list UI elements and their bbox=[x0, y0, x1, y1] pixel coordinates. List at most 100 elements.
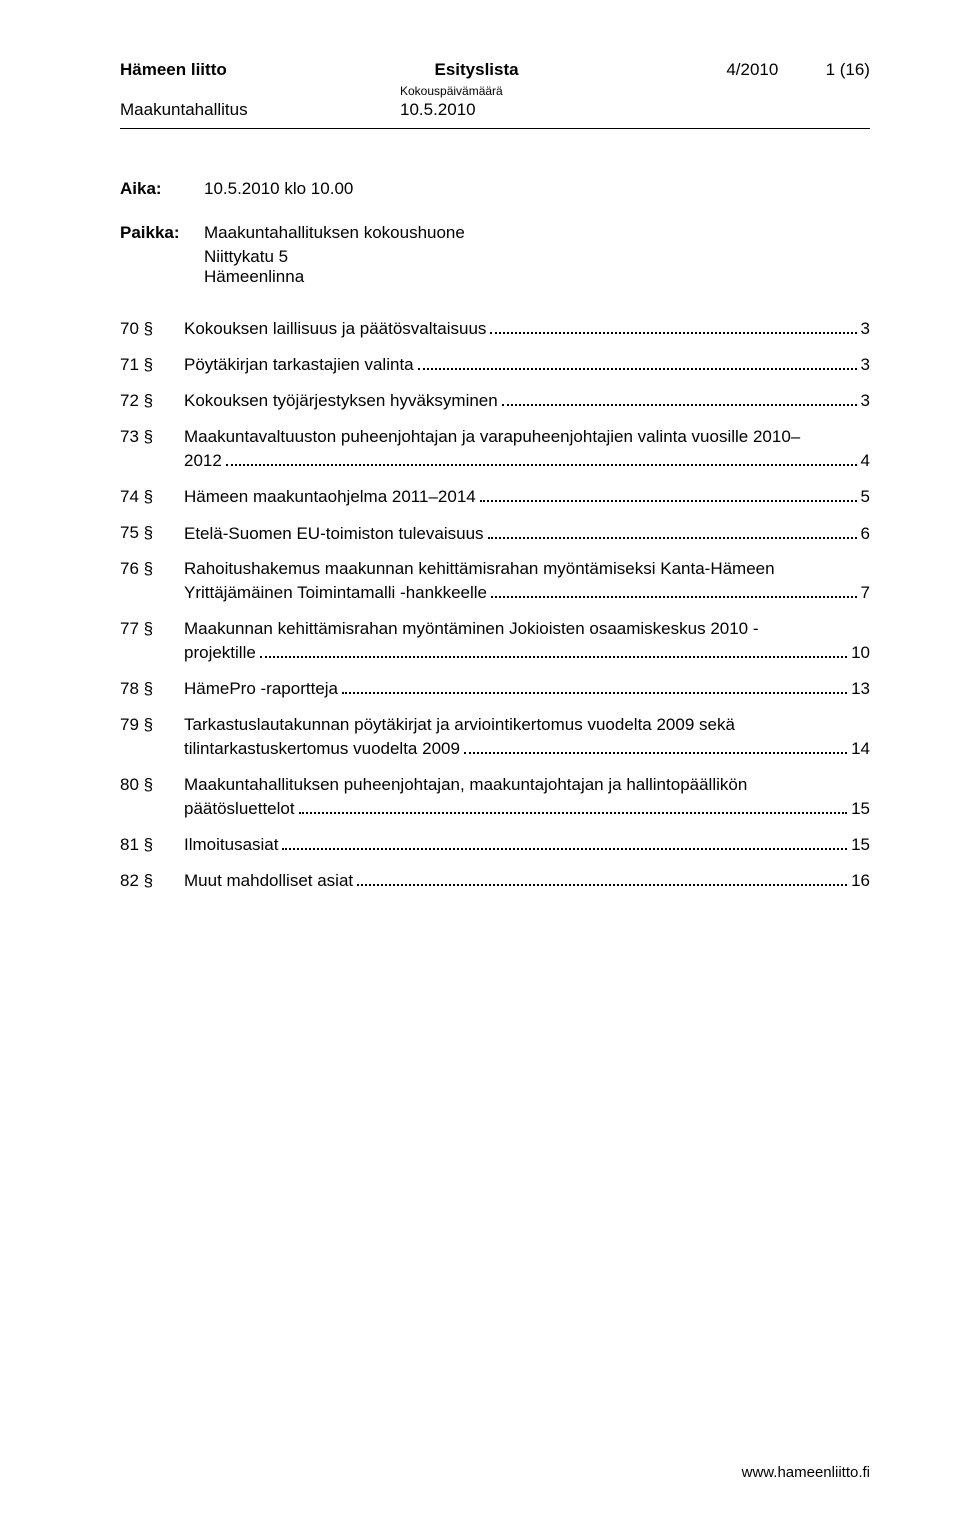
toc-body: Pöytäkirjan tarkastajien valinta 3 bbox=[184, 353, 870, 377]
toc-leader-dots bbox=[299, 797, 847, 814]
toc-line: Muut mahdolliset asiat 16 bbox=[184, 869, 870, 893]
toc-leader-dots bbox=[342, 677, 847, 694]
toc-line: Pöytäkirjan tarkastajien valinta 3 bbox=[184, 353, 870, 377]
toc-line: Ilmoitusasiat 15 bbox=[184, 833, 870, 857]
toc-page-number: 4 bbox=[861, 449, 870, 473]
toc-page-number: 3 bbox=[861, 317, 870, 341]
toc-leader-dots bbox=[464, 737, 847, 754]
toc-section-number: 80 § bbox=[120, 773, 184, 797]
toc-title-text: HämePro -raportteja bbox=[184, 677, 338, 701]
toc-title-text: Rahoitushakemus maakunnan kehittämisraha… bbox=[184, 557, 775, 581]
toc-row: 81 §Ilmoitusasiat15 bbox=[120, 833, 870, 857]
toc-section-number: 74 § bbox=[120, 485, 184, 509]
toc-title-text: Pöytäkirjan tarkastajien valinta bbox=[184, 353, 414, 377]
toc-page-number: 7 bbox=[861, 581, 870, 605]
toc-title-text: Muut mahdolliset asiat bbox=[184, 869, 353, 893]
toc-section-number: 82 § bbox=[120, 869, 184, 893]
toc-section-number: 75 § bbox=[120, 521, 184, 545]
toc-row: 79 §Tarkastuslautakunnan pöytäkirjat ja … bbox=[120, 713, 870, 761]
toc-line: Kokouksen laillisuus ja päätösvaltaisuus… bbox=[184, 317, 870, 341]
place-label: Paikka: bbox=[120, 223, 204, 243]
toc-line: päätösluettelot15 bbox=[184, 797, 870, 821]
toc-leader-dots bbox=[226, 449, 857, 466]
toc-leader-dots bbox=[491, 581, 857, 598]
toc-line: Rahoitushakemus maakunnan kehittämisraha… bbox=[184, 557, 870, 581]
toc-title-text: Maakuntavaltuuston puheenjohtajan ja var… bbox=[184, 425, 800, 449]
doc-type: Esityslista bbox=[434, 60, 518, 80]
toc-body: Tarkastuslautakunnan pöytäkirjat ja arvi… bbox=[184, 713, 870, 761]
toc-line: 20124 bbox=[184, 449, 870, 473]
toc-section-number: 73 § bbox=[120, 425, 184, 449]
toc-row: 72 §Kokouksen työjärjestyksen hyväksymin… bbox=[120, 389, 870, 413]
toc-leader-dots bbox=[357, 869, 847, 886]
toc-section-number: 71 § bbox=[120, 353, 184, 377]
toc-line: Maakuntavaltuuston puheenjohtajan ja var… bbox=[184, 425, 870, 449]
toc-row: 76 §Rahoitushakemus maakunnan kehittämis… bbox=[120, 557, 870, 605]
toc-page-number: 14 bbox=[851, 737, 870, 761]
toc-row: 82 §Muut mahdolliset asiat 16 bbox=[120, 869, 870, 893]
toc-page-number: 3 bbox=[861, 353, 870, 377]
toc-line: Maakuntahallituksen puheenjohtajan, maak… bbox=[184, 773, 870, 797]
header-left-col: Maakuntahallitus bbox=[120, 84, 400, 120]
toc-row: 74 §Hämeen maakuntaohjelma 2011–2014 5 bbox=[120, 485, 870, 509]
time-row: Aika: 10.5.2010 klo 10.00 bbox=[120, 179, 870, 199]
toc-leader-dots bbox=[490, 317, 856, 334]
toc-section-number: 72 § bbox=[120, 389, 184, 413]
doc-number-page: 4/2010 1 (16) bbox=[726, 60, 870, 80]
toc-line: Kokouksen työjärjestyksen hyväksyminen3 bbox=[184, 389, 870, 413]
page-indicator: 1 (16) bbox=[826, 60, 870, 79]
toc-page-number: 5 bbox=[861, 485, 870, 509]
toc-leader-dots bbox=[488, 521, 857, 538]
table-of-contents: 70 §Kokouksen laillisuus ja päätösvaltai… bbox=[120, 317, 870, 893]
toc-title-text: Yrittäjämäinen Toimintamalli -hankkeelle bbox=[184, 581, 487, 605]
toc-line: Tarkastuslautakunnan pöytäkirjat ja arvi… bbox=[184, 713, 870, 737]
toc-title-text: Kokouksen työjärjestyksen hyväksyminen bbox=[184, 389, 498, 413]
toc-title-text: projektille bbox=[184, 641, 256, 665]
date-label: Kokouspäivämäärä bbox=[400, 84, 870, 98]
time-value: 10.5.2010 klo 10.00 bbox=[204, 179, 353, 199]
toc-page-number: 15 bbox=[851, 797, 870, 821]
toc-body: Muut mahdolliset asiat 16 bbox=[184, 869, 870, 893]
toc-section-number: 70 § bbox=[120, 317, 184, 341]
toc-line: Etelä-Suomen EU-toimiston tulevaisuus6 bbox=[184, 521, 870, 545]
toc-title-text: Tarkastuslautakunnan pöytäkirjat ja arvi… bbox=[184, 713, 735, 737]
header-row-2: Maakuntahallitus Kokouspäivämäärä 10.5.2… bbox=[120, 84, 870, 120]
toc-row: 71 §Pöytäkirjan tarkastajien valinta 3 bbox=[120, 353, 870, 377]
time-label: Aika: bbox=[120, 179, 204, 199]
toc-title-text: Maakuntahallituksen puheenjohtajan, maak… bbox=[184, 773, 747, 797]
toc-leader-dots bbox=[502, 389, 857, 406]
toc-line: Maakunnan kehittämisrahan myöntäminen Jo… bbox=[184, 617, 870, 641]
toc-section-number: 79 § bbox=[120, 713, 184, 737]
toc-leader-dots bbox=[282, 833, 847, 850]
toc-page-number: 13 bbox=[851, 677, 870, 701]
toc-row: 80 §Maakuntahallituksen puheenjohtajan, … bbox=[120, 773, 870, 821]
toc-body: Ilmoitusasiat 15 bbox=[184, 833, 870, 857]
toc-page-number: 10 bbox=[851, 641, 870, 665]
meeting-info: Aika: 10.5.2010 klo 10.00 Paikka: Maakun… bbox=[120, 179, 870, 287]
toc-section-number: 76 § bbox=[120, 557, 184, 581]
toc-page-number: 15 bbox=[851, 833, 870, 857]
header-divider bbox=[120, 128, 870, 129]
document-page: Hämeen liitto Esityslista 4/2010 1 (16) … bbox=[0, 0, 960, 1521]
place-line3: Hämeenlinna bbox=[204, 267, 870, 287]
toc-row: 73 §Maakuntavaltuuston puheenjohtajan ja… bbox=[120, 425, 870, 473]
toc-line: tilintarkastuskertomus vuodelta 200914 bbox=[184, 737, 870, 761]
toc-line: Yrittäjämäinen Toimintamalli -hankkeelle… bbox=[184, 581, 870, 605]
toc-title-text: Maakunnan kehittämisrahan myöntäminen Jo… bbox=[184, 617, 759, 641]
place-line1: Maakuntahallituksen kokoushuone bbox=[204, 223, 465, 243]
toc-body: Hämeen maakuntaohjelma 2011–2014 5 bbox=[184, 485, 870, 509]
toc-row: 75 §Etelä-Suomen EU-toimiston tulevaisuu… bbox=[120, 521, 870, 545]
toc-page-number: 16 bbox=[851, 869, 870, 893]
toc-line: projektille 10 bbox=[184, 641, 870, 665]
org-name: Hämeen liitto bbox=[120, 60, 227, 80]
toc-body: Maakunnan kehittämisrahan myöntäminen Jo… bbox=[184, 617, 870, 665]
date-value: 10.5.2010 bbox=[400, 100, 870, 120]
toc-title-text: Hämeen maakuntaohjelma 2011–2014 bbox=[184, 485, 476, 509]
toc-section-number: 77 § bbox=[120, 617, 184, 641]
toc-title-text: Kokouksen laillisuus ja päätösvaltaisuus bbox=[184, 317, 486, 341]
toc-body: Maakuntavaltuuston puheenjohtajan ja var… bbox=[184, 425, 870, 473]
toc-title-text: Ilmoitusasiat bbox=[184, 833, 278, 857]
doc-number: 4/2010 bbox=[726, 60, 778, 79]
place-line2: Niittykatu 5 bbox=[204, 247, 870, 267]
toc-row: 78 §HämePro -raportteja13 bbox=[120, 677, 870, 701]
